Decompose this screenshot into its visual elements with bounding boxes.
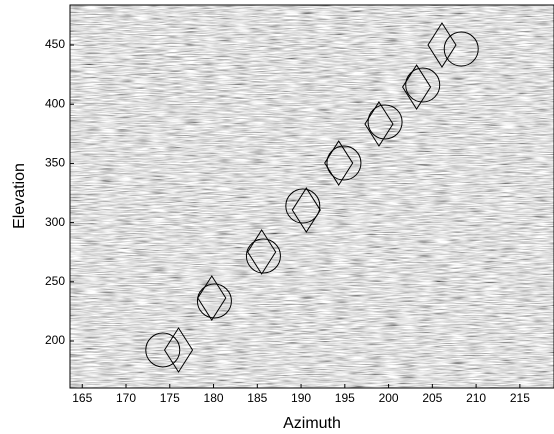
y-axis-title: Elevation bbox=[11, 163, 28, 229]
marks bbox=[145, 22, 479, 373]
x-tick-label: 185 bbox=[247, 391, 267, 405]
y-tick-label: 300 bbox=[45, 215, 65, 229]
y-tick-label: 400 bbox=[45, 96, 65, 110]
plot-frame bbox=[69, 4, 554, 389]
diamond-marker bbox=[197, 275, 227, 321]
circle-marker bbox=[285, 188, 321, 224]
x-tick-label: 195 bbox=[335, 391, 355, 405]
x-tick-label: 215 bbox=[510, 391, 530, 405]
diamond-marker bbox=[163, 327, 194, 373]
x-axis-title: Azimuth bbox=[283, 415, 341, 432]
x-tick-label: 190 bbox=[291, 391, 311, 405]
x-tick-label: 175 bbox=[160, 391, 180, 405]
x-tick-label: 200 bbox=[379, 391, 399, 405]
diamond-marker bbox=[324, 140, 354, 186]
x-tick-label: 180 bbox=[204, 391, 224, 405]
diamond-marker bbox=[401, 64, 432, 110]
circle-marker bbox=[196, 283, 232, 319]
diamond-marker bbox=[247, 229, 277, 275]
x-tick-label: 170 bbox=[116, 391, 136, 405]
y-tick-label: 200 bbox=[45, 333, 65, 347]
y-tick-label: 350 bbox=[45, 156, 65, 170]
circle-marker bbox=[145, 332, 181, 368]
circle-marker bbox=[443, 31, 479, 67]
diamond-marker bbox=[427, 22, 457, 68]
diamond-marker bbox=[291, 187, 321, 233]
x-tick-label: 210 bbox=[466, 391, 486, 405]
x-tick-label: 165 bbox=[72, 391, 92, 405]
y-tick-label: 250 bbox=[45, 274, 65, 288]
y-tick-label: 450 bbox=[45, 37, 65, 51]
x-tick-label: 205 bbox=[422, 391, 442, 405]
circle-marker bbox=[326, 145, 362, 181]
circle-marker bbox=[245, 238, 281, 274]
circle-marker bbox=[405, 67, 441, 103]
diamond-marker bbox=[364, 101, 394, 147]
circle-marker bbox=[367, 104, 403, 140]
